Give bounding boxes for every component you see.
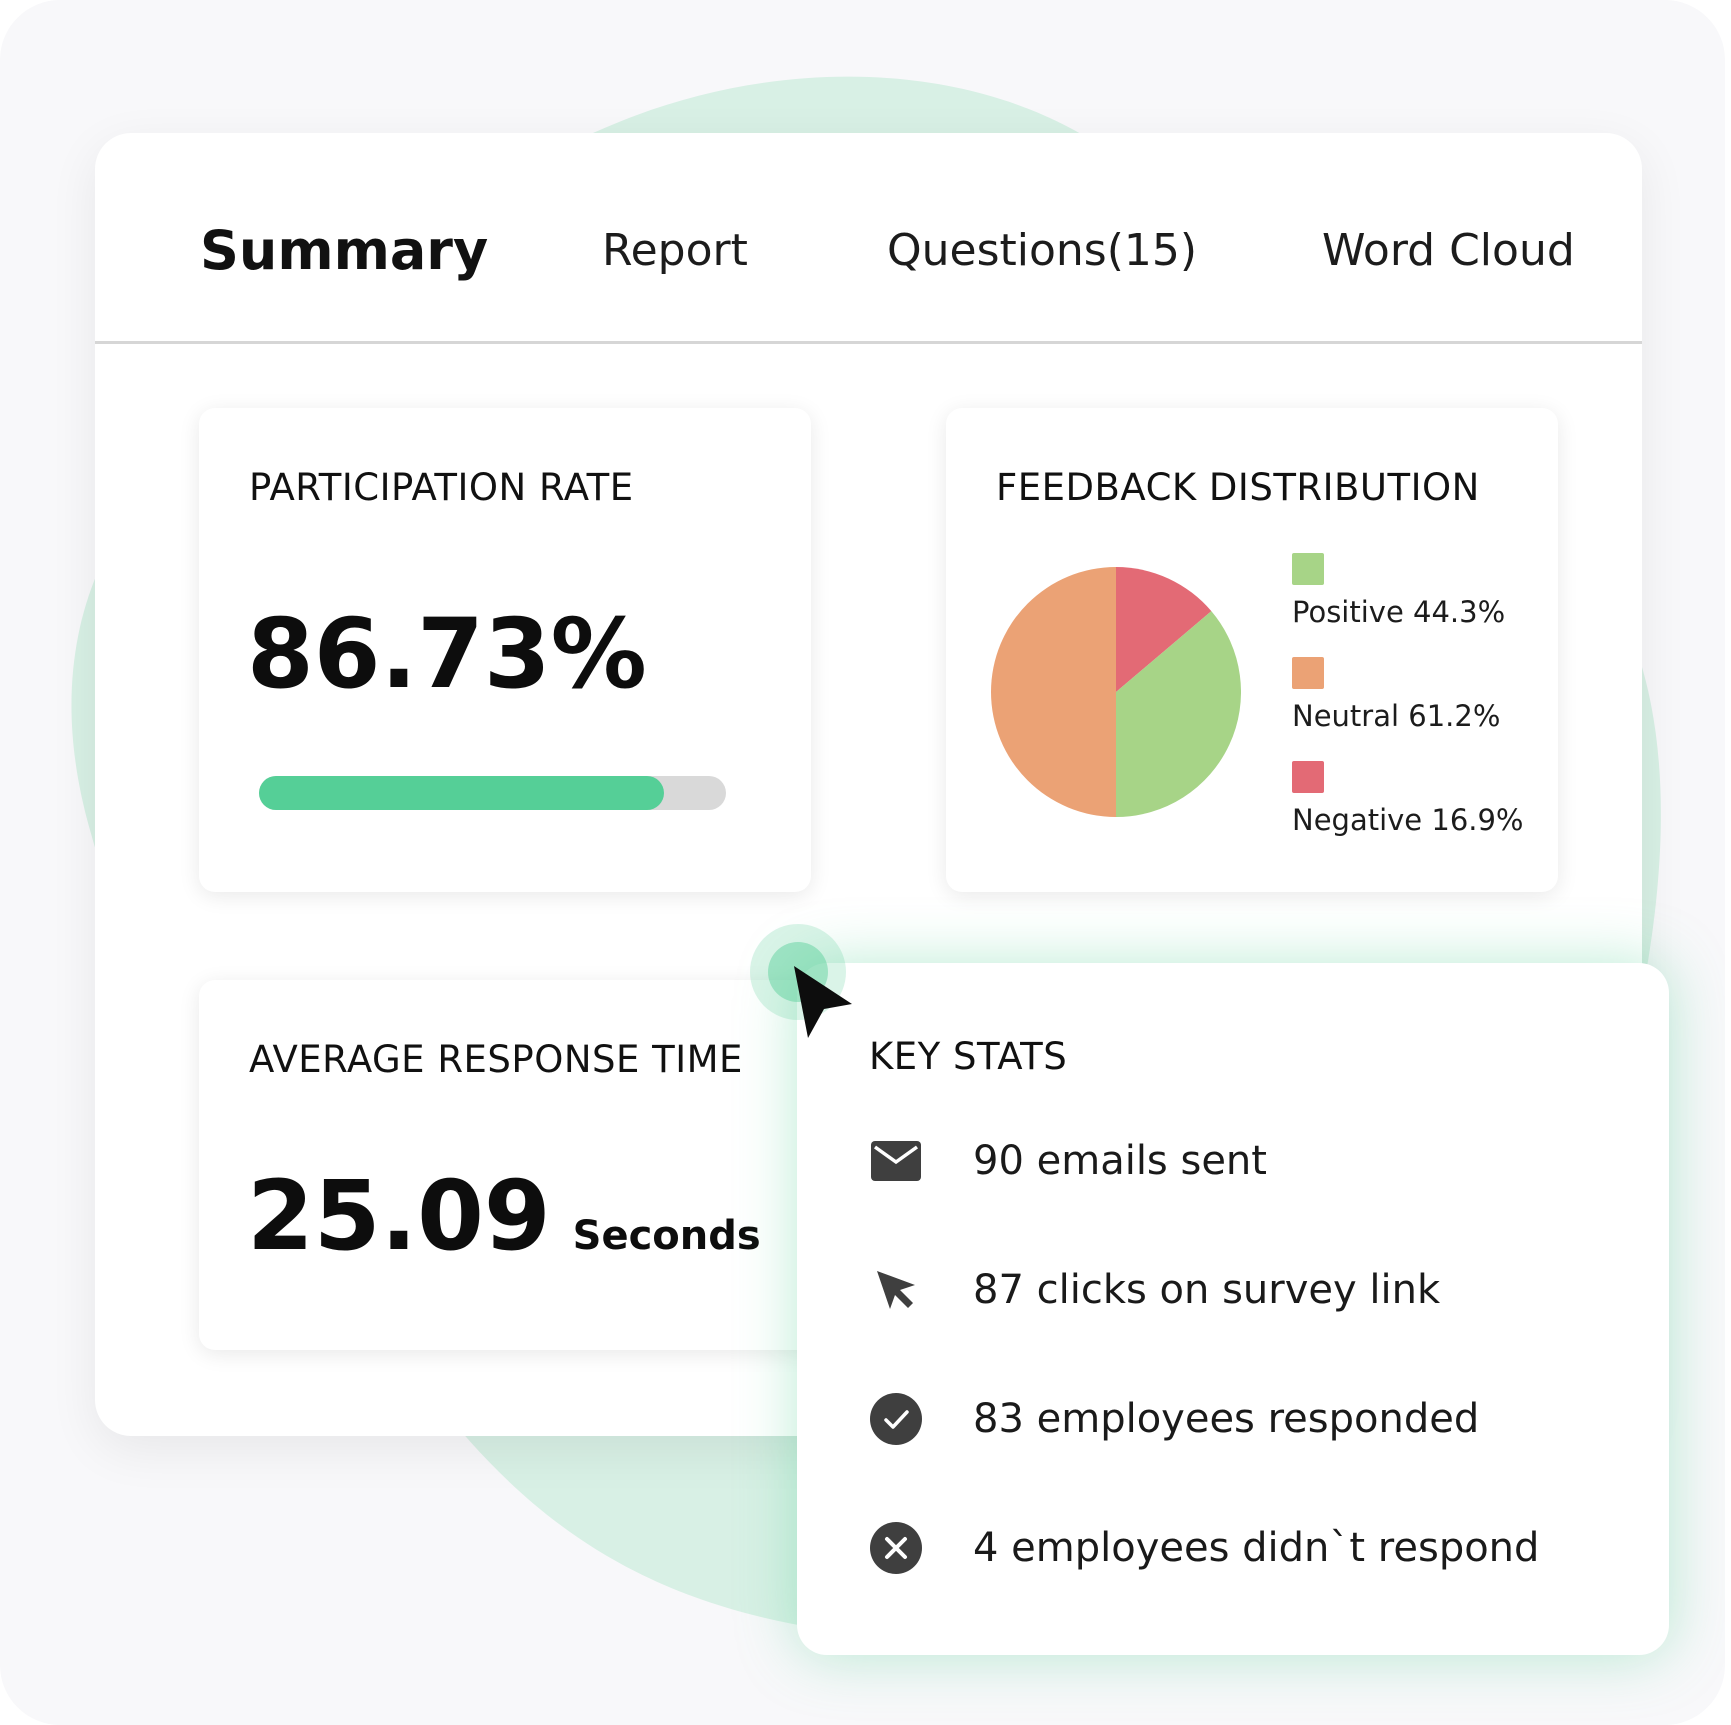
feedback-distribution-title: FEEDBACK DISTRIBUTION xyxy=(996,466,1480,509)
legend-label-neutral: Neutral 61.2% xyxy=(1292,699,1501,733)
participation-rate-value: 86.73% xyxy=(247,598,647,710)
stat-row-clicks: 87 clicks on survey link xyxy=(869,1260,1440,1320)
cursor-click-icon xyxy=(869,1263,923,1317)
tab-word-cloud[interactable]: Word Cloud xyxy=(1322,225,1575,276)
legend-swatch-positive xyxy=(1292,553,1324,585)
stat-row-not-responded: 4 employees didn`t respond xyxy=(869,1518,1539,1578)
stat-text-emails: 90 emails sent xyxy=(973,1138,1267,1184)
stat-row-responded: 83 employees responded xyxy=(869,1389,1479,1449)
participation-progress-fill xyxy=(259,776,665,810)
tab-questions[interactable]: Questions(15) xyxy=(887,225,1198,276)
tab-bar: Summary Report Questions(15) Word Cloud xyxy=(95,133,1642,344)
legend-swatch-neutral xyxy=(1292,657,1324,689)
stat-text-clicks: 87 clicks on survey link xyxy=(973,1267,1441,1313)
legend-item-neutral: Neutral 61.2% xyxy=(1292,657,1500,733)
check-circle-icon xyxy=(869,1392,923,1446)
legend-item-negative: Negative 16.9% xyxy=(1292,761,1524,837)
average-response-time-title: AVERAGE RESPONSE TIME xyxy=(249,1038,743,1081)
stat-row-emails: 90 emails sent xyxy=(869,1131,1267,1191)
feedback-distribution-card: FEEDBACK DISTRIBUTION Positive 44.3% Neu… xyxy=(946,408,1558,892)
feedback-pie-chart xyxy=(991,567,1241,817)
participation-rate-card: PARTICIPATION RATE 86.73% xyxy=(199,408,811,892)
legend-item-positive: Positive 44.3% xyxy=(1292,553,1505,629)
legend-swatch-negative xyxy=(1292,761,1324,793)
x-circle-icon xyxy=(869,1521,923,1575)
pie-slice-positive xyxy=(1116,611,1241,817)
legend-label-negative: Negative 16.9% xyxy=(1292,803,1524,837)
response-time-number: 25.09 xyxy=(247,1160,551,1272)
legend-label-positive: Positive 44.3% xyxy=(1292,595,1506,629)
participation-rate-title: PARTICIPATION RATE xyxy=(249,466,634,509)
envelope-icon xyxy=(869,1134,923,1188)
tab-report[interactable]: Report xyxy=(602,225,748,276)
average-response-time-value: 25.09 Seconds xyxy=(247,1160,761,1272)
response-time-unit: Seconds xyxy=(572,1213,761,1259)
stat-text-not-responded: 4 employees didn`t respond xyxy=(973,1525,1540,1571)
average-response-time-card: AVERAGE RESPONSE TIME 25.09 Seconds xyxy=(199,980,899,1350)
stat-text-responded: 83 employees responded xyxy=(973,1396,1480,1442)
mouse-pointer-icon xyxy=(794,966,852,1038)
key-stats-card: KEY STATS 90 emails sent 87 clicks on su… xyxy=(797,963,1669,1655)
pie-slice-negative xyxy=(1116,567,1212,692)
tab-summary[interactable]: Summary xyxy=(200,219,489,282)
pie-slice-neutral xyxy=(991,567,1116,817)
key-stats-title: KEY STATS xyxy=(869,1035,1068,1078)
participation-progress-bar xyxy=(259,776,726,810)
